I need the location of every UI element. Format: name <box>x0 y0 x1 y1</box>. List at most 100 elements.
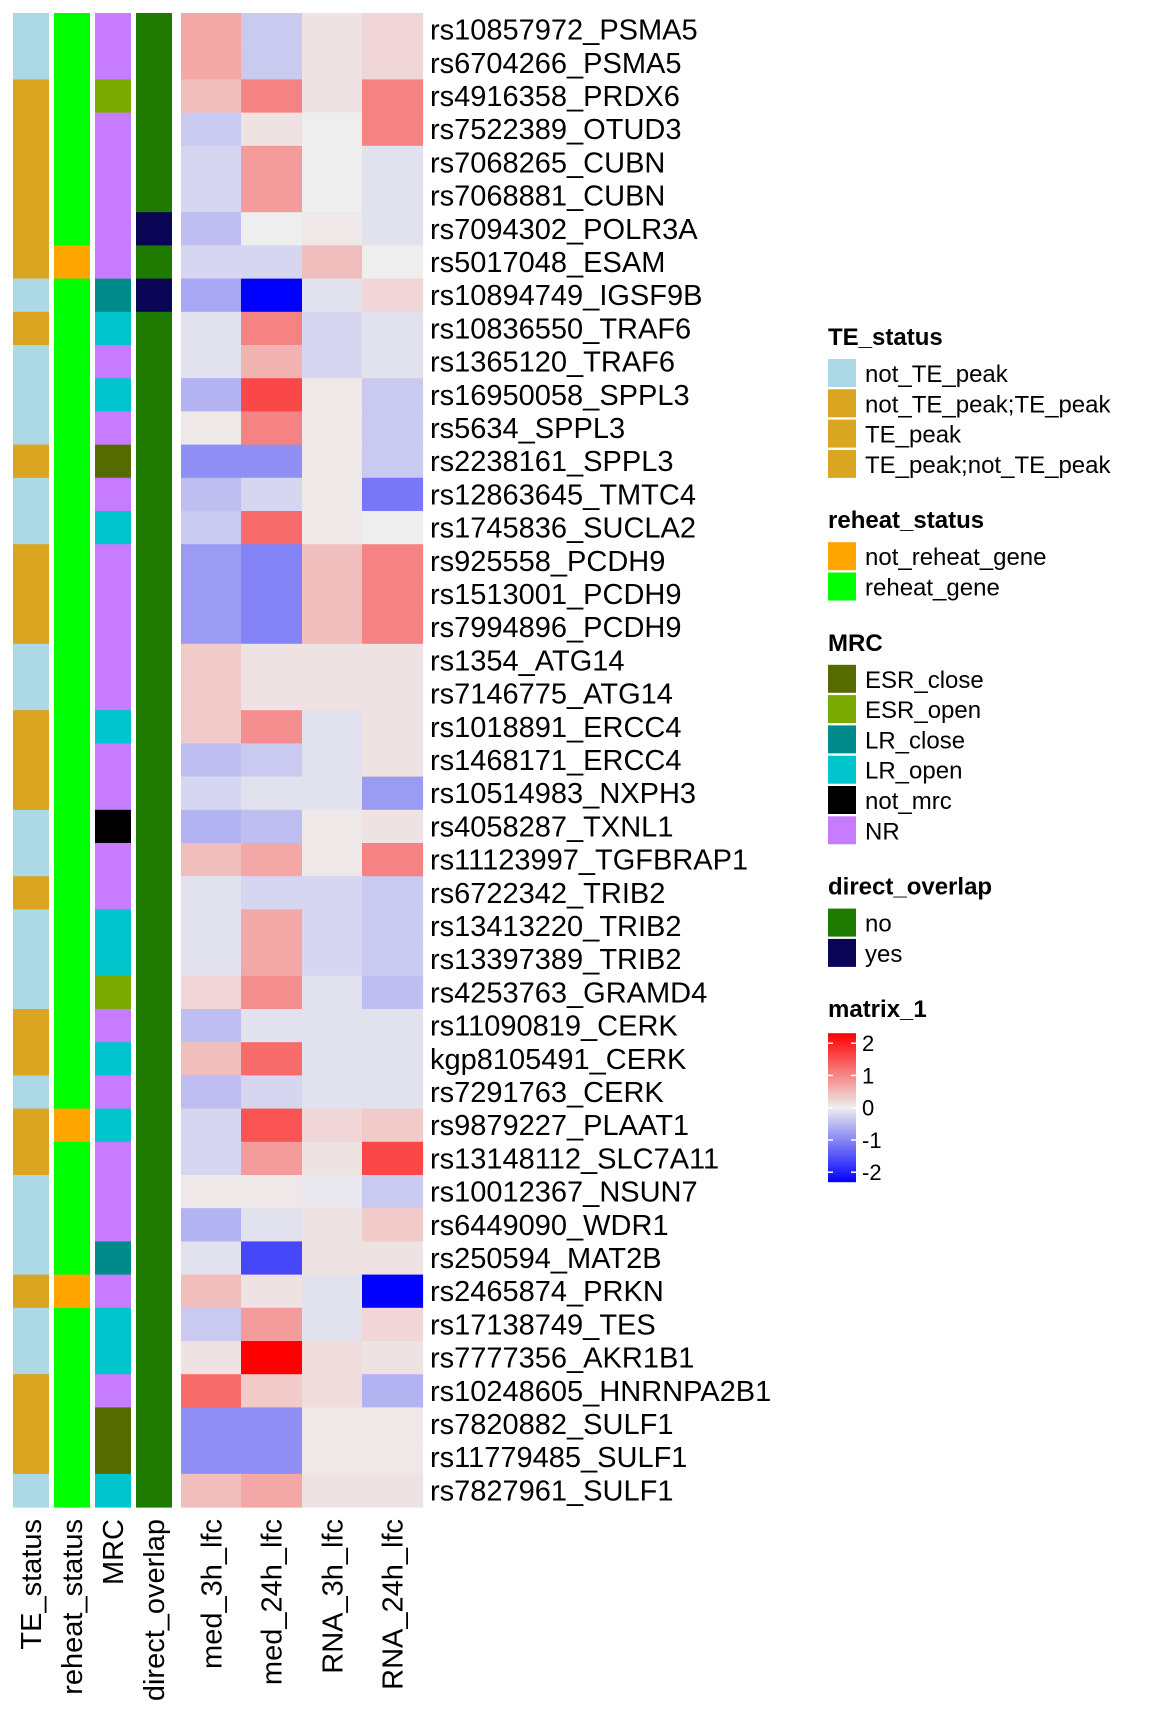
heatmap-cell-rna-24h-lfc <box>362 1108 424 1143</box>
heatmap-cell-rna-24h-lfc <box>362 809 424 844</box>
annotation-cell-te-status <box>13 610 49 645</box>
annotation-cell-direct-overlap <box>136 643 172 678</box>
annotation-cell-reheat-status <box>54 643 90 678</box>
row-labels: rs10857972_PSMA5rs6704266_PSMA5rs4916358… <box>430 15 771 1508</box>
annotation-cell-mrc <box>95 843 131 877</box>
heatmap-cell-med-24h-lfc <box>241 1374 303 1408</box>
annotation-cell-reheat-status <box>54 876 90 910</box>
heatmap-cell-rna-24h-lfc <box>362 444 424 479</box>
annotation-cell-direct-overlap <box>136 909 172 944</box>
annotation-cell-reheat-status <box>54 1208 90 1242</box>
annotation-cell-te-status <box>13 1108 49 1143</box>
annotation-cell-reheat-status <box>54 1141 90 1176</box>
annotation-cell-te-status <box>13 1175 49 1209</box>
annotation-cell-mrc <box>95 444 131 479</box>
legends: TE_status not_TE_peak not_TE_peak;TE_peak T… <box>828 324 1111 1185</box>
annotation-cell-reheat-status <box>54 79 90 114</box>
heatmap-cell-rna-24h-lfc <box>362 212 424 246</box>
annotation-cell-te-status <box>13 1274 49 1309</box>
annotation-cell-mrc <box>95 1075 131 1110</box>
heatmap-cell-rna-3h-lfc <box>302 1407 364 1442</box>
heatmap-cell-med-3h-lfc <box>181 79 243 114</box>
heatmap-cell-rna-3h-lfc <box>302 809 364 844</box>
heatmap-cell-med-3h-lfc <box>181 677 243 711</box>
heatmap-cell-med-24h-lfc <box>241 743 303 778</box>
annotation-cell-te-status <box>13 544 49 578</box>
heatmap-cell-rna-24h-lfc <box>362 511 424 545</box>
heatmap-cell-med-24h-lfc <box>241 1208 303 1242</box>
annotation-cell-direct-overlap <box>136 145 172 180</box>
row-label: rs7994896_PCDH9 <box>430 612 681 644</box>
annotation-cell-reheat-status <box>54 776 90 811</box>
annotation-cell-direct-overlap <box>136 743 172 778</box>
annotation-cell-te-status <box>13 13 49 47</box>
annotation-cell-mrc <box>95 511 131 545</box>
annotation-cell-reheat-status <box>54 278 90 313</box>
legend-item-label: yes <box>865 941 902 968</box>
annotation-cell-te-status <box>13 1374 49 1408</box>
annotation-cell-te-status <box>13 710 49 744</box>
annotation-cell-direct-overlap <box>136 311 172 346</box>
annotation-cell-direct-overlap <box>136 1042 172 1076</box>
annotation-cell-direct-overlap <box>136 843 172 877</box>
annotation-cell-reheat-status <box>54 1175 90 1209</box>
annotation-cell-direct-overlap <box>136 577 172 612</box>
heatmap-cell-med-3h-lfc <box>181 1440 243 1475</box>
heatmap-cell-rna-3h-lfc <box>302 212 364 246</box>
row-label: rs4253763_GRAMD4 <box>430 977 707 1009</box>
column-label-te-status: TE_status <box>16 1519 48 1650</box>
heatmap-cell-med-3h-lfc <box>181 577 243 612</box>
heatmap-cell-rna-24h-lfc <box>362 79 424 114</box>
heatmap-cell-rna-3h-lfc <box>302 79 364 114</box>
heatmap-cell-rna-3h-lfc <box>302 1440 364 1475</box>
legend-swatch <box>828 755 856 784</box>
heatmap-cell-med-3h-lfc <box>181 345 243 379</box>
row-label: rs12863645_TMTC4 <box>430 479 696 511</box>
annotation-cell-te-status <box>13 1407 49 1442</box>
annotation-cell-reheat-status <box>54 1108 90 1143</box>
row-label: rs7827961_SULF1 <box>430 1475 673 1507</box>
heatmap-cell-rna-24h-lfc <box>362 942 424 977</box>
annotation-cell-te-status <box>13 477 49 512</box>
heatmap-cell-rna-24h-lfc <box>362 909 424 944</box>
column-gap <box>90 13 95 1507</box>
heatmap-cell-med-3h-lfc <box>181 112 243 147</box>
legend-item-label: no <box>865 911 892 938</box>
column-label-reheat-status: reheat_status <box>57 1519 89 1695</box>
annotation-cell-te-status <box>13 577 49 612</box>
heatmap-cell-rna-3h-lfc <box>302 710 364 744</box>
annotation-cell-mrc <box>95 1374 131 1408</box>
heatmap-cell-rna-24h-lfc <box>362 411 424 446</box>
annotation-cell-mrc <box>95 909 131 944</box>
annotation-cell-te-status <box>13 643 49 678</box>
annotation-cell-te-status <box>13 1440 49 1475</box>
legend-swatch <box>828 542 856 571</box>
annotation-cell-direct-overlap <box>136 1075 172 1110</box>
heatmap-cell-med-24h-lfc <box>241 1009 303 1043</box>
heatmap-cell-med-3h-lfc <box>181 1075 243 1110</box>
heatmap-cell-rna-3h-lfc <box>302 345 364 379</box>
heatmap-cell-rna-24h-lfc <box>362 278 424 313</box>
annotation-cell-mrc <box>95 477 131 512</box>
row-label: rs11090819_CERK <box>430 1011 678 1043</box>
annotation-cell-reheat-status <box>54 1274 90 1309</box>
row-label: rs7094302_POLR3A <box>430 214 698 246</box>
annotation-cell-direct-overlap <box>136 1473 172 1508</box>
heatmap-cell-med-24h-lfc <box>241 1042 303 1076</box>
annotation-cell-mrc <box>95 1141 131 1176</box>
heatmap-cell-med-24h-lfc <box>241 411 303 446</box>
annotation-cell-direct-overlap <box>136 511 172 545</box>
heatmap-cell-med-3h-lfc <box>181 1341 243 1375</box>
annotation-cell-direct-overlap <box>136 212 172 246</box>
annotation-cell-reheat-status <box>54 843 90 877</box>
heatmap-cell-rna-24h-lfc <box>362 1274 424 1309</box>
annotation-cell-te-status <box>13 876 49 910</box>
legend-title-mrc: MRC <box>828 630 883 657</box>
annotation-cell-te-status <box>13 1307 49 1342</box>
heatmap-cell-rna-3h-lfc <box>302 1341 364 1375</box>
annotation-cell-direct-overlap <box>136 112 172 147</box>
row-label: rs9879227_PLAAT1 <box>430 1110 689 1142</box>
heatmap-cell-rna-3h-lfc <box>302 876 364 910</box>
legend-swatch <box>828 664 856 693</box>
legend-item-label: not_TE_peak;TE_peak <box>865 391 1111 418</box>
